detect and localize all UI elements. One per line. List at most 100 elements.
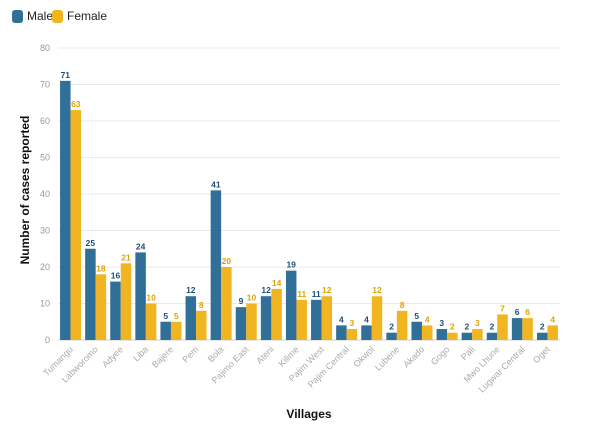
y-tick-label: 0 [45, 335, 50, 345]
data-label-female: 12 [322, 285, 332, 295]
bar-female [522, 318, 533, 340]
data-label-female: 18 [96, 263, 106, 273]
y-tick-label: 30 [40, 226, 50, 236]
bar-female [120, 263, 132, 340]
x-tick-label: Bajere [150, 344, 175, 369]
data-label-male: 6 [515, 307, 520, 317]
y-tick-label: 80 [40, 43, 50, 53]
data-label-female: 10 [146, 293, 156, 303]
bar-female [95, 274, 107, 340]
x-tick-label: Gogo [429, 344, 452, 367]
data-label-female: 6 [525, 307, 530, 317]
bar-female [296, 299, 307, 340]
data-label-female: 21 [121, 252, 131, 262]
bar-male [411, 321, 422, 340]
data-label-female: 14 [272, 278, 282, 288]
data-label-male: 3 [439, 318, 444, 328]
bar-male [336, 325, 347, 340]
bar-female [396, 310, 408, 340]
data-label-male: 11 [312, 289, 321, 299]
bar-male [361, 325, 372, 340]
bar-male [110, 281, 121, 340]
y-axis-title: Number of cases reported [18, 116, 32, 265]
bars [60, 80, 558, 340]
y-tick-label: 50 [40, 153, 50, 163]
bar-male [285, 270, 297, 340]
y-tick-label: 10 [40, 299, 50, 309]
bar-female [271, 288, 282, 340]
bar-female [547, 325, 558, 340]
data-label-male: 2 [389, 322, 394, 332]
bar-male [235, 307, 247, 340]
x-tick-label: Adyee [100, 344, 125, 369]
x-tick-label: Bola [206, 344, 226, 364]
bar-female [346, 329, 358, 340]
bar-male [185, 296, 197, 340]
x-tick-label: Oget [531, 344, 552, 365]
data-label-male: 71 [61, 70, 71, 80]
data-label-male: 4 [339, 314, 344, 324]
data-label-female: 2 [450, 322, 455, 332]
data-label-female: 4 [550, 314, 555, 324]
data-label-male: 5 [163, 311, 168, 321]
legend-swatch-male [12, 9, 23, 23]
data-label-male: 9 [239, 296, 244, 306]
x-tick-label: Lugwar Central [477, 344, 527, 394]
bar-female [170, 321, 182, 340]
data-label-male: 12 [186, 285, 196, 295]
data-label-male: 24 [136, 241, 146, 251]
legend-swatch-female [52, 9, 63, 23]
bar-male [386, 332, 397, 340]
y-tick-label: 40 [40, 189, 50, 199]
data-label-male: 16 [111, 271, 121, 281]
data-label-female: 10 [247, 293, 257, 303]
legend-label-male: Male [27, 9, 54, 23]
data-label-female: 3 [475, 318, 480, 328]
data-label-female: 8 [400, 300, 405, 310]
data-label-female: 12 [372, 285, 382, 295]
data-label-male: 2 [490, 322, 495, 332]
bar-female [497, 314, 508, 340]
x-tick-label: Ateni [254, 344, 276, 366]
bar-female [196, 310, 207, 340]
bar-female [472, 329, 483, 340]
data-label-female: 20 [222, 256, 232, 266]
x-tick-label: Pem [180, 344, 200, 364]
bar-female [371, 296, 383, 340]
bar-female [321, 296, 333, 340]
data-label-female: 8 [199, 300, 204, 310]
grid-lines [58, 47, 560, 341]
x-tick-label: Pali [459, 344, 477, 362]
bar-male [311, 299, 322, 340]
y-tick-labels: 0 10 20 30 40 50 60 70 80 [40, 43, 50, 345]
data-label-male: 2 [465, 322, 470, 332]
data-label-female: 3 [350, 318, 355, 328]
data-label-male: 12 [261, 285, 271, 295]
bar-female [145, 303, 157, 340]
x-tick-label: Lubene [373, 344, 401, 372]
data-label-male: 4 [364, 314, 369, 324]
y-tick-label: 60 [40, 116, 50, 126]
x-axis-title: Villages [286, 407, 331, 421]
bar-female [221, 267, 232, 340]
data-label-female: 63 [71, 99, 81, 109]
data-label-male: 25 [86, 238, 96, 248]
y-tick-label: 20 [40, 262, 50, 272]
legend-item-female: Female [52, 9, 107, 23]
data-label-male: 19 [286, 260, 296, 270]
bar-male [511, 318, 523, 340]
data-label-male: 2 [540, 322, 545, 332]
y-tick-label: 70 [40, 80, 50, 90]
data-label-female: 11 [297, 289, 306, 299]
data-label-female: 7 [500, 303, 505, 313]
bar-male [85, 248, 96, 340]
bar-male [436, 329, 448, 340]
legend-item-male: Male [12, 9, 53, 23]
data-label-female: 4 [425, 314, 430, 324]
data-label-male: 41 [211, 179, 221, 189]
bar-male [160, 321, 171, 340]
